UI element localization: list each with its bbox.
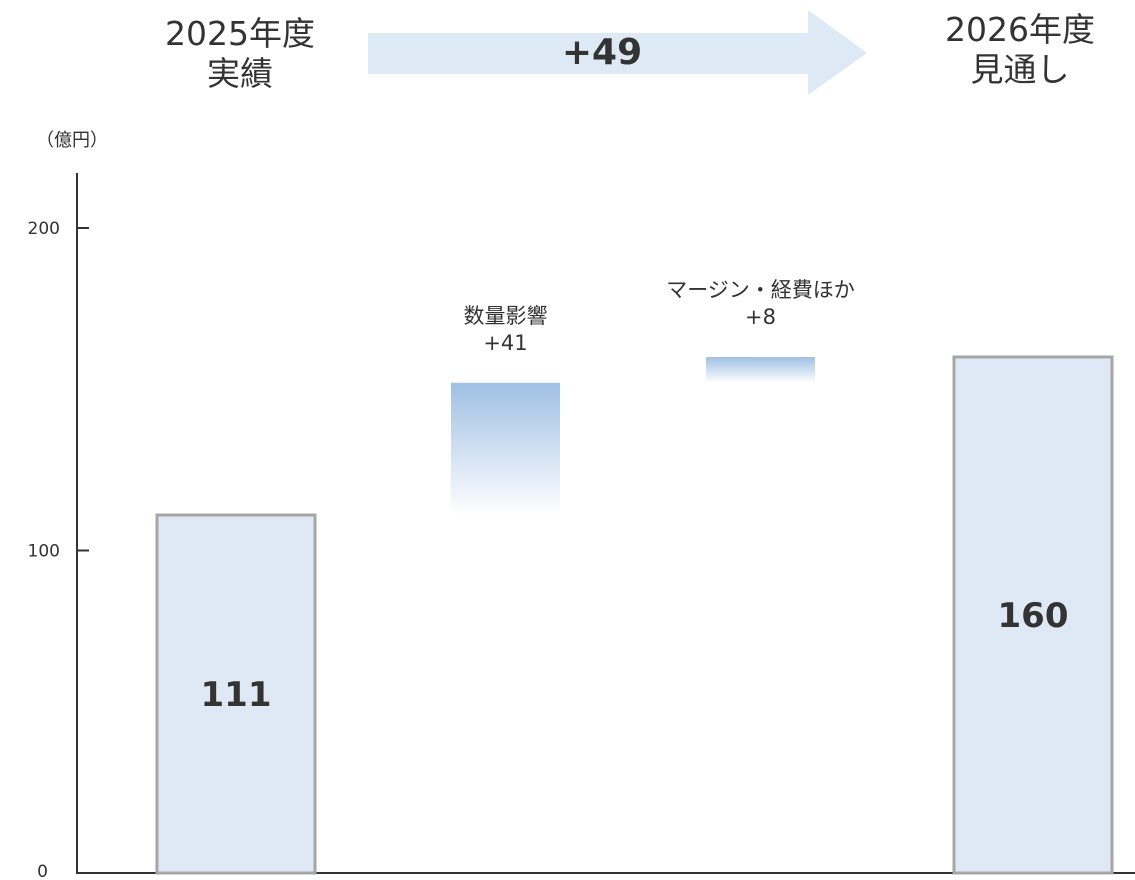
total-bar-value-label: 160 bbox=[998, 596, 1069, 636]
y-axis-unit-label: （億円） bbox=[36, 130, 108, 151]
delta-bar-value-label: +41 bbox=[483, 331, 527, 355]
total-bar bbox=[155, 513, 317, 875]
change-arrow bbox=[368, 10, 867, 95]
delta-bar-category-label: マージン・経費ほか bbox=[666, 278, 855, 302]
header-left: 2025年度 実績 bbox=[150, 14, 330, 94]
y-tick-label: 100 bbox=[28, 542, 60, 562]
y-tick-label: 0 bbox=[37, 862, 48, 880]
header-right-year: 2026年度 bbox=[945, 10, 1095, 49]
header-left-year: 2025年度 bbox=[165, 14, 315, 53]
header-left-caption: 実績 bbox=[207, 54, 273, 93]
change-arrow-label: +49 bbox=[562, 32, 642, 73]
y-tick-label: 200 bbox=[28, 219, 60, 239]
delta-bar bbox=[706, 357, 815, 383]
delta-bar-value-label: +8 bbox=[745, 305, 776, 329]
header-right-caption: 見通し bbox=[970, 50, 1070, 89]
delta-bar bbox=[451, 382, 560, 516]
delta-bar-category-label: 数量影響 bbox=[464, 304, 548, 328]
total-bar-value-label: 111 bbox=[201, 675, 272, 715]
total-bar bbox=[952, 355, 1114, 875]
header-right: 2026年度 見通し bbox=[925, 10, 1115, 90]
plot-area: 0 100 200 111 +41 数量影響 +8 マージン・経費ほか 160 bbox=[28, 173, 1135, 880]
